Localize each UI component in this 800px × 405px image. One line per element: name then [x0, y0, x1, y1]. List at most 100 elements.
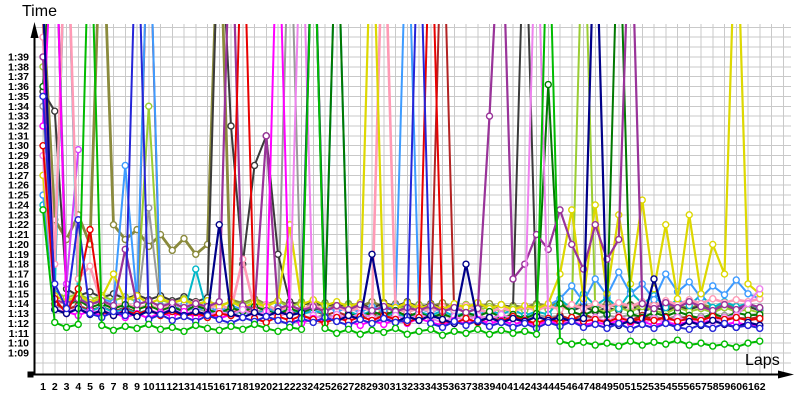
data-point	[662, 220, 670, 229]
data-point	[591, 341, 599, 349]
data-point	[192, 321, 200, 330]
data-point	[274, 327, 282, 335]
y-tick-label: 1:17	[8, 269, 29, 281]
x-tick-label: 62	[754, 381, 766, 393]
x-tick-label: 17	[225, 381, 237, 393]
data-point	[262, 318, 270, 327]
x-tick-label: 21	[272, 381, 284, 393]
x-tick-label: 11	[155, 381, 166, 393]
data-point	[86, 225, 94, 234]
data-point	[732, 323, 740, 332]
data-point	[497, 300, 505, 309]
data-point	[673, 336, 682, 344]
data-point	[333, 317, 341, 326]
data-point	[368, 250, 376, 259]
x-tick-label: 36	[448, 381, 460, 393]
data-point	[626, 316, 635, 325]
data-point	[286, 311, 294, 320]
data-point	[239, 305, 247, 314]
x-tick-label: 48	[589, 381, 601, 393]
x-tick-label: 59	[719, 381, 731, 393]
data-point	[532, 330, 541, 338]
data-point	[250, 320, 259, 329]
data-point	[568, 282, 576, 290]
y-tick-label: 1:27	[8, 170, 29, 182]
x-tick-label: 61	[742, 381, 754, 393]
data-point	[685, 325, 693, 334]
data-point	[756, 303, 764, 312]
data-point	[156, 310, 165, 319]
data-point	[709, 295, 717, 303]
x-tick-label: 54	[660, 381, 672, 393]
y-tick-label: 1:10	[8, 338, 29, 350]
data-point	[615, 304, 623, 313]
data-point	[568, 307, 576, 316]
data-point	[474, 316, 482, 325]
data-point	[756, 314, 764, 323]
data-point	[462, 308, 470, 317]
x-tick-label: 56	[683, 381, 695, 393]
data-point	[650, 324, 658, 333]
y-tick-label: 1:38	[8, 61, 29, 73]
data-point	[626, 325, 635, 334]
y-tick-label: 1:14	[8, 298, 29, 310]
data-point	[380, 314, 388, 323]
x-tick-label: 46	[566, 381, 578, 393]
x-tick-label: 1	[40, 381, 46, 393]
data-point	[709, 306, 717, 315]
x-tick-label: 20	[260, 381, 272, 393]
x-tick-label: 28	[354, 381, 366, 393]
data-point	[650, 338, 658, 346]
x-tick-label: 27	[343, 381, 355, 393]
data-point	[39, 92, 47, 101]
data-point	[321, 324, 329, 333]
data-point	[109, 220, 118, 229]
data-point	[662, 270, 670, 278]
data-point	[673, 317, 682, 326]
y-tick-label: 1:12	[8, 318, 29, 330]
y-tick-label: 1:11	[9, 328, 30, 340]
x-tick-label: 55	[672, 381, 684, 393]
data-point	[98, 321, 106, 330]
data-point	[286, 323, 294, 332]
data-point	[180, 296, 188, 304]
data-point	[638, 320, 646, 329]
data-point	[732, 305, 740, 314]
y-tick-label: 1:22	[8, 219, 29, 231]
data-point	[603, 339, 611, 347]
data-point	[62, 323, 71, 332]
data-point	[544, 318, 552, 327]
data-point	[109, 270, 118, 278]
x-tick-label: 43	[531, 381, 543, 393]
data-point	[615, 342, 623, 350]
data-point	[662, 298, 670, 307]
data-point	[415, 316, 423, 325]
data-point	[591, 299, 599, 308]
data-point	[227, 309, 235, 318]
series-line-yellow	[41, 24, 761, 311]
x-tick-label: 37	[460, 381, 472, 393]
x-tick-label: 16	[213, 381, 225, 393]
y-tick-label: 1:37	[8, 71, 29, 83]
data-point	[51, 318, 59, 327]
x-tick-label: 12	[166, 381, 178, 393]
x-tick-label: 2	[52, 381, 58, 393]
y-tick-label: 1:24	[8, 199, 29, 211]
data-point	[180, 312, 188, 321]
data-point	[697, 320, 705, 329]
data-point	[462, 314, 470, 323]
data-point	[333, 329, 341, 337]
data-point	[356, 315, 364, 324]
data-point	[74, 145, 82, 154]
x-tick-label: 5	[87, 381, 93, 393]
x-tick-label: 31	[390, 381, 402, 393]
x-tick-label: 47	[578, 381, 590, 393]
data-point	[744, 305, 752, 314]
data-point	[427, 325, 435, 334]
data-point	[333, 301, 341, 310]
data-point	[109, 307, 118, 316]
data-point	[368, 306, 376, 315]
x-tick-label: 41	[507, 381, 519, 393]
data-point	[203, 324, 212, 333]
data-point	[615, 313, 623, 322]
